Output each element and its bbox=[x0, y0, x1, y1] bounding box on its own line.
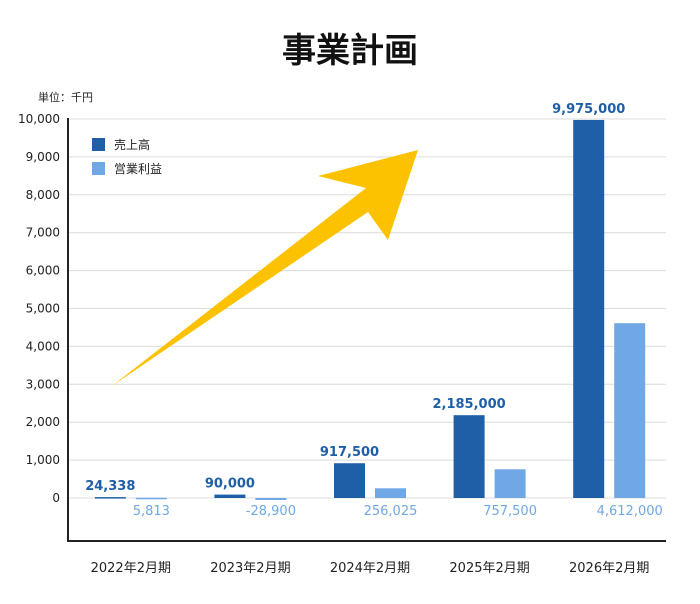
y-tick-label: 1,000 bbox=[26, 453, 60, 467]
y-tick-label: 9,000 bbox=[26, 150, 60, 164]
legend-swatch-sales bbox=[92, 138, 105, 151]
y-tick-label: 4,000 bbox=[26, 339, 60, 353]
x-tick-label: 2023年2月期 bbox=[210, 561, 290, 576]
y-tick-label: 7,000 bbox=[26, 226, 60, 240]
legend: 売上高 営業利益 bbox=[92, 137, 162, 176]
trend-arrow-icon bbox=[112, 150, 418, 386]
bar-sales bbox=[334, 463, 365, 498]
data-label-operating-profit: 256,025 bbox=[364, 504, 418, 519]
x-tick-label: 2025年2月期 bbox=[449, 561, 529, 576]
bar-sales bbox=[453, 415, 485, 498]
data-label-operating-profit: 5,813 bbox=[133, 504, 170, 519]
x-tick-label: 2024年2月期 bbox=[330, 561, 410, 576]
bar-operating-profit bbox=[135, 497, 167, 500]
data-label-sales: 9,975,000 bbox=[552, 102, 625, 117]
legend-label-operating-profit: 営業利益 bbox=[114, 162, 162, 176]
bar-operating-profit bbox=[375, 488, 406, 498]
data-label-sales: 24,338 bbox=[85, 479, 135, 494]
data-label-operating-profit: 4,612,000 bbox=[597, 504, 663, 519]
bar-sales bbox=[214, 494, 246, 498]
data-label-sales: 917,500 bbox=[320, 445, 379, 460]
data-label-operating-profit: 757,500 bbox=[483, 504, 537, 519]
bar-sales bbox=[94, 497, 126, 499]
y-tick-label: 6,000 bbox=[26, 264, 60, 278]
legend-label-sales: 売上高 bbox=[114, 137, 150, 152]
y-tick-label: 8,000 bbox=[26, 188, 60, 202]
chart-title: 事業計画 bbox=[282, 31, 418, 71]
y-tick-label: 2,000 bbox=[26, 415, 60, 429]
x-axis-ticks: 2022年2月期 2023年2月期 2024年2月期 2025年2月期 2026年2月期 bbox=[91, 561, 650, 576]
legend-swatch-operating-profit bbox=[92, 162, 105, 175]
y-tick-label: 0 bbox=[52, 491, 60, 505]
y-tick-label: 5,000 bbox=[26, 302, 60, 316]
unit-label: 単位：千円 bbox=[38, 90, 93, 104]
bar-operating-profit bbox=[255, 498, 287, 500]
x-tick-label: 2022年2月期 bbox=[91, 561, 171, 576]
axes bbox=[67, 118, 666, 542]
y-tick-label: 10,000 bbox=[18, 112, 60, 126]
data-label-sales: 2,185,000 bbox=[432, 397, 505, 412]
x-tick-label: 2026年2月期 bbox=[569, 561, 649, 576]
bars bbox=[94, 119, 646, 500]
y-tick-label: 3,000 bbox=[26, 377, 60, 391]
data-label-sales: 90,000 bbox=[205, 477, 255, 492]
bar-operating-profit bbox=[494, 469, 526, 498]
data-label-operating-profit: -28,900 bbox=[246, 504, 296, 519]
bar-operating-profit bbox=[614, 323, 646, 498]
data-labels: 24,338 5,813 90,000 -28,900 917,500 256,025 2,… bbox=[85, 102, 663, 519]
y-axis-ticks: 0 1,000 2,000 3,000 4,000 5,000 6,000 7,000 8,00… bbox=[18, 112, 60, 505]
bar-sales bbox=[573, 119, 605, 498]
